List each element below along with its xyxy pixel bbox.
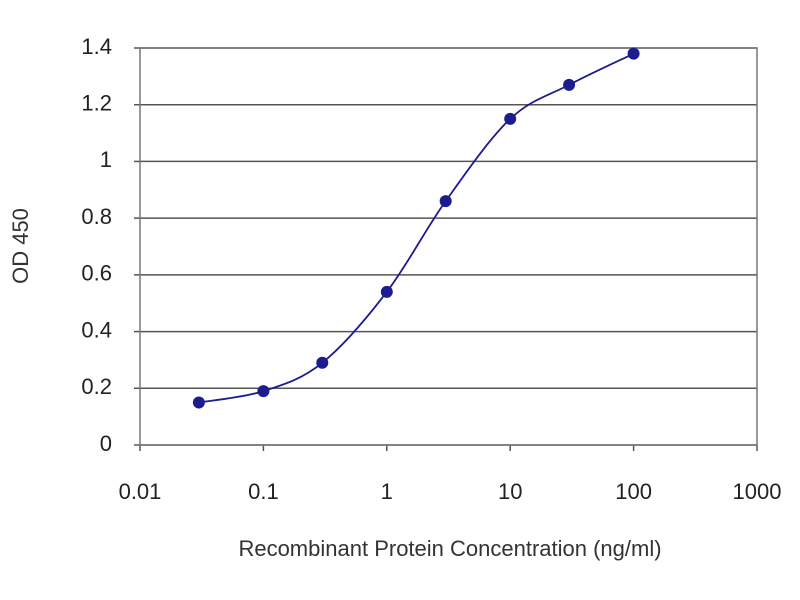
data-point	[380, 285, 393, 298]
y-tick-label: 0.6	[81, 261, 112, 286]
x-tick-label: 1000	[733, 479, 782, 504]
data-point	[563, 78, 576, 91]
y-tick-label: 0.2	[81, 374, 112, 399]
series-line	[198, 52, 634, 404]
y-axis-title: OD 450	[8, 208, 33, 284]
y-tick-label: 0	[100, 431, 112, 456]
x-tick-label: 0.01	[119, 479, 162, 504]
x-tick-label: 0.1	[248, 479, 279, 504]
y-tick-label: 0.8	[81, 204, 112, 229]
data-point	[257, 385, 270, 398]
y-tick-label: 1.2	[81, 91, 112, 116]
x-tick-label: 100	[615, 479, 652, 504]
plot-frame	[139, 47, 758, 446]
data-point	[439, 195, 452, 208]
y-tick-label: 1	[100, 147, 112, 172]
x-tick-label: 1	[381, 479, 393, 504]
x-axis-title: Recombinant Protein Concentration (ng/ml…	[238, 536, 661, 561]
data-point	[504, 112, 517, 125]
y-tick-label: 0.4	[81, 317, 112, 342]
data-point	[316, 356, 329, 369]
data-point	[627, 47, 640, 60]
data-point	[192, 396, 205, 409]
x-tick-label: 10	[498, 479, 522, 504]
y-tick-label: 1.4	[81, 34, 112, 59]
